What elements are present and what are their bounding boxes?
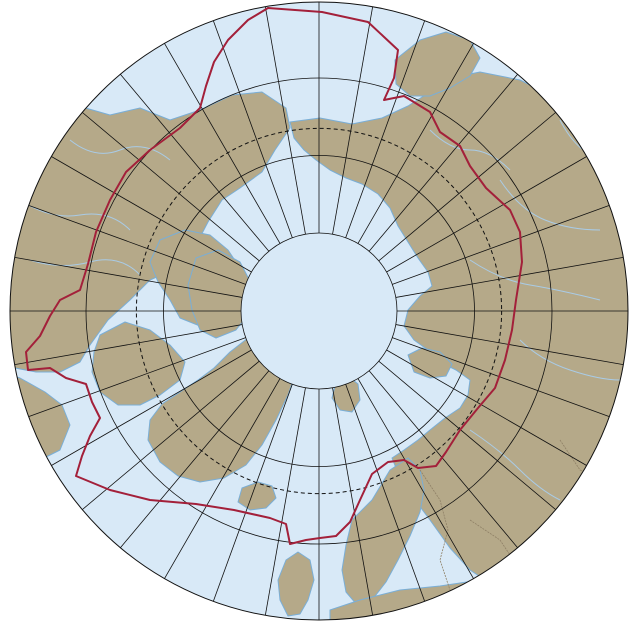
river <box>519 339 621 381</box>
meridian-line <box>82 112 260 262</box>
meridian-line <box>357 378 474 579</box>
meridian-line <box>212 20 293 238</box>
meridian-line <box>14 324 243 366</box>
ellesmere-island <box>187 249 253 339</box>
parallel-line <box>85 77 553 545</box>
meridian-line <box>386 349 587 466</box>
graticule <box>10 2 628 620</box>
meridian-line <box>164 43 281 244</box>
meridian-line <box>14 256 243 298</box>
meridian-line <box>395 256 624 298</box>
meridian-line <box>51 349 252 466</box>
meridian-line <box>264 6 306 235</box>
meridian-line <box>386 156 587 273</box>
meridian-line <box>264 387 306 616</box>
arctic-circle <box>135 127 503 495</box>
meridian-line <box>345 384 426 602</box>
meridian-line <box>164 378 281 579</box>
parallel-line <box>163 155 475 467</box>
meridian-line <box>51 156 252 273</box>
arctic-boundary-line <box>25 7 523 545</box>
scandinavia <box>341 457 425 607</box>
meridian-line <box>392 204 610 285</box>
river <box>29 259 141 276</box>
river <box>19 199 131 231</box>
british-isles <box>277 551 315 617</box>
river <box>69 139 171 161</box>
meridian-line <box>392 337 610 418</box>
north-pole-disc <box>240 232 398 390</box>
north-america-landmass <box>10 91 291 373</box>
meridian-line <box>28 204 246 285</box>
meridian-line <box>28 337 246 418</box>
meridian-line <box>378 360 556 510</box>
meridian-line <box>332 387 374 616</box>
meridian-line <box>357 43 474 244</box>
map-outline <box>9 1 629 621</box>
meridian-line <box>120 370 270 548</box>
baffin-island <box>91 321 186 406</box>
meridian-line <box>378 112 556 262</box>
eurasia-landmass <box>289 71 628 620</box>
meridian-line <box>368 74 518 252</box>
iceland <box>237 481 277 511</box>
meridian-line <box>345 20 426 238</box>
country-border <box>419 469 451 591</box>
meridian-line <box>212 384 293 602</box>
chukotka-peninsula <box>394 31 481 97</box>
river <box>499 179 601 231</box>
meridian-line <box>332 6 374 235</box>
meridian-line <box>82 360 260 510</box>
river <box>469 429 561 501</box>
river <box>469 259 601 301</box>
meridian-line <box>120 74 270 252</box>
meridian-line <box>368 370 518 548</box>
